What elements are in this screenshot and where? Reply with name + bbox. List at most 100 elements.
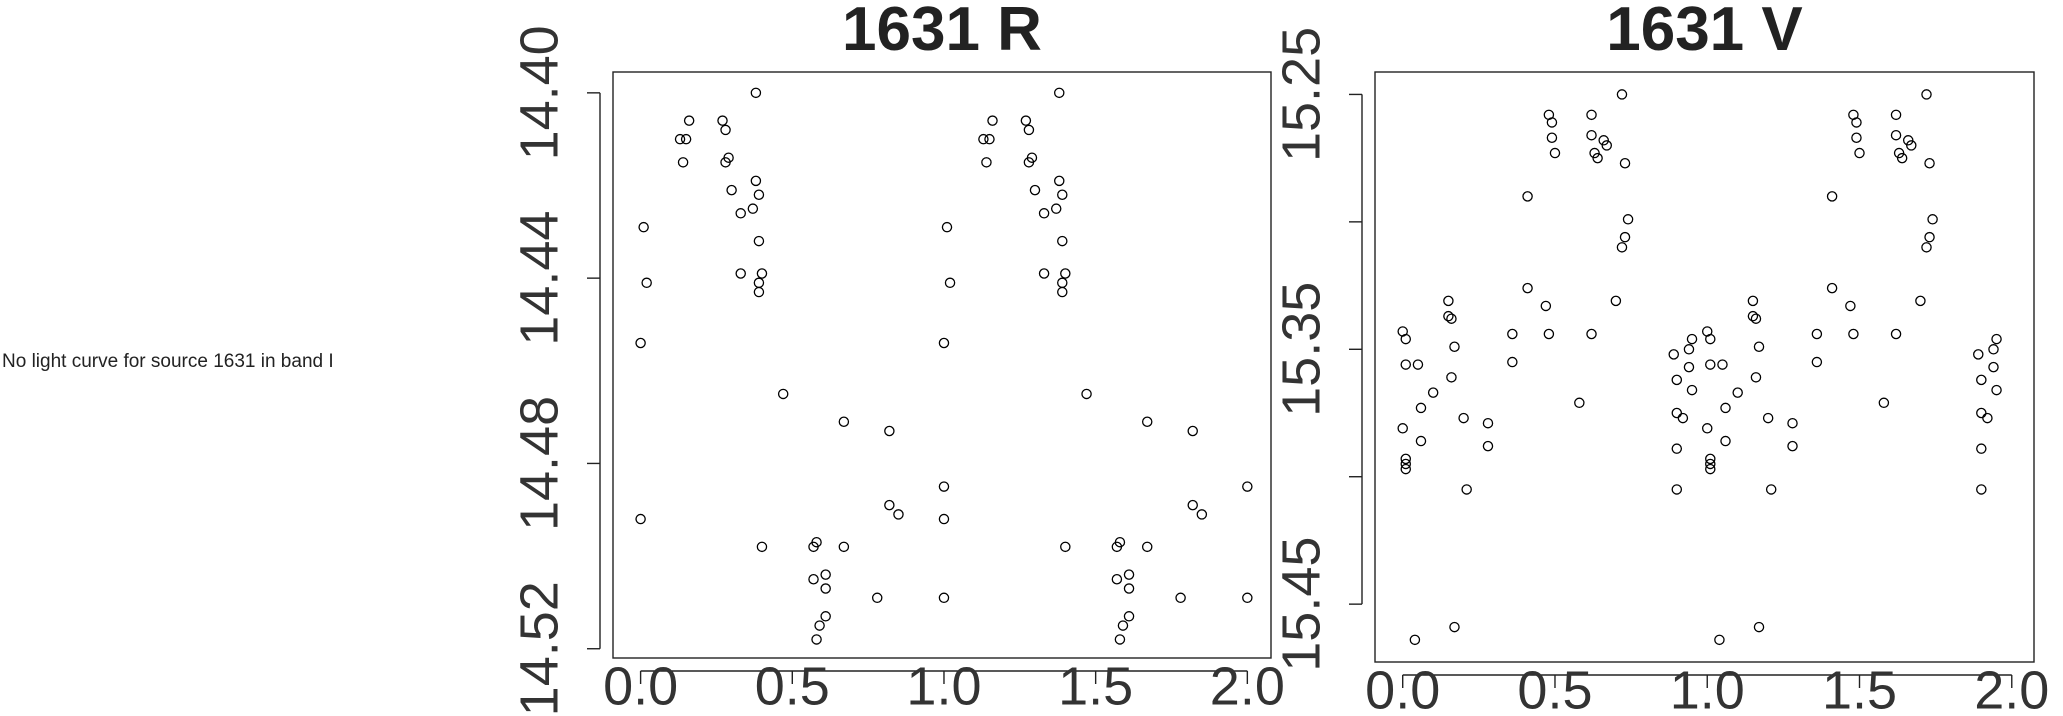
point <box>1976 407 1987 419</box>
x-tick-label: 2.0 <box>1974 660 2049 716</box>
point <box>1549 147 1561 159</box>
point <box>1400 463 1412 475</box>
point <box>1123 569 1135 580</box>
point <box>1890 129 1902 141</box>
point <box>756 541 768 553</box>
point <box>1924 231 1935 243</box>
y-tick-label: 14.44 <box>509 211 569 346</box>
point <box>1114 536 1126 548</box>
point <box>1747 310 1759 322</box>
point <box>753 235 765 247</box>
point <box>1686 384 1698 396</box>
point <box>1902 135 1914 146</box>
point <box>1507 356 1518 368</box>
point <box>1988 344 1999 355</box>
point <box>1701 423 1713 434</box>
point <box>753 286 765 298</box>
point <box>1060 268 1071 279</box>
point <box>1449 621 1460 633</box>
point <box>984 133 995 145</box>
point <box>726 184 737 196</box>
point <box>750 175 762 187</box>
x-tick-label: 0.0 <box>603 656 678 716</box>
point <box>1671 374 1683 386</box>
point <box>1787 440 1798 452</box>
point <box>944 277 956 289</box>
point <box>1705 333 1716 345</box>
point <box>884 499 895 511</box>
point <box>1848 328 1859 340</box>
point <box>641 277 652 289</box>
point <box>1750 313 1762 324</box>
point <box>1811 328 1823 340</box>
point <box>1482 417 1494 429</box>
y-tick-label: 14.48 <box>509 396 569 531</box>
x-tick-label: 0.5 <box>755 656 830 716</box>
point <box>1196 509 1208 520</box>
point <box>1668 349 1679 360</box>
point <box>1921 89 1932 100</box>
point <box>1592 152 1603 164</box>
point <box>1543 328 1555 340</box>
y-tick-label: 15.35 <box>1271 282 1331 417</box>
point <box>820 569 831 580</box>
point <box>938 481 950 492</box>
point <box>1787 417 1798 429</box>
point <box>1546 117 1558 128</box>
y-tick-label: 14.52 <box>509 581 569 716</box>
point <box>1705 359 1716 370</box>
point <box>1854 147 1865 159</box>
point <box>938 592 950 604</box>
point <box>750 87 762 99</box>
x-tick-label: 2.0 <box>1210 656 1285 716</box>
point <box>811 634 822 645</box>
point <box>1415 435 1427 447</box>
point <box>1449 341 1460 352</box>
point <box>811 536 822 548</box>
point <box>1400 359 1412 370</box>
point <box>1976 484 1987 495</box>
point <box>1123 583 1135 594</box>
point <box>1546 132 1558 144</box>
point <box>1677 412 1689 424</box>
point <box>717 115 728 126</box>
point <box>978 133 989 145</box>
point <box>1619 231 1631 243</box>
point <box>1845 300 1856 312</box>
x-tick-label: 1.0 <box>1670 660 1745 716</box>
point <box>1586 109 1597 121</box>
point <box>1443 310 1454 322</box>
point <box>1976 443 1987 454</box>
point <box>1753 341 1765 352</box>
point <box>1020 115 1032 126</box>
point <box>638 221 649 233</box>
point <box>1924 157 1935 169</box>
point <box>1921 242 1932 253</box>
chart-title: 1631 V <box>1606 0 1803 64</box>
point <box>1507 328 1518 340</box>
point <box>1720 435 1731 447</box>
point <box>1397 423 1408 434</box>
point <box>1671 407 1683 419</box>
point <box>1461 484 1472 495</box>
point <box>635 513 646 525</box>
point <box>1175 592 1186 604</box>
point <box>1705 463 1716 475</box>
point <box>1060 541 1071 553</box>
point <box>1750 372 1762 383</box>
point <box>1714 634 1725 646</box>
point <box>1988 361 1999 373</box>
point <box>1878 397 1890 409</box>
point <box>1598 135 1609 146</box>
point <box>1242 592 1253 604</box>
point <box>1765 484 1777 495</box>
point <box>1038 208 1050 219</box>
point <box>1400 333 1412 345</box>
point <box>820 611 831 622</box>
point <box>1123 611 1135 622</box>
x-tick-label: 0.0 <box>1365 660 1440 716</box>
y-tick-label: 14.40 <box>509 25 569 160</box>
point <box>1622 214 1634 225</box>
plot-box <box>612 71 1272 659</box>
